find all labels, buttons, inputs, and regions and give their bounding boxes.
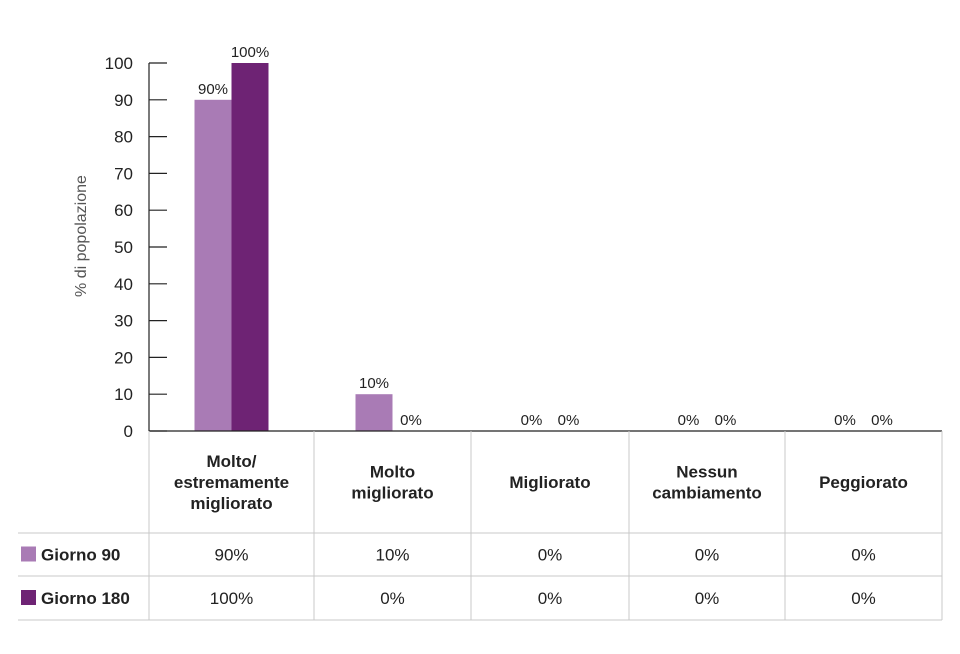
bar-data-label: 0% [871,412,893,429]
table-cell: 0% [538,546,563,565]
legend-label: Giorno 180 [41,589,130,608]
y-tick-label: 50 [114,238,133,257]
y-tick-label: 30 [114,312,133,331]
bar-data-label: 90% [198,81,228,98]
y-tick-label: 40 [114,275,133,294]
legend-swatch [21,546,36,562]
table-cell: 0% [538,589,563,608]
bar-data-label: 100% [231,44,269,61]
legend-label: Giorno 90 [41,546,120,565]
y-tick-label: 80 [114,128,133,147]
y-tick-label: 10 [114,385,133,404]
legend-swatch [21,590,36,605]
bar-data-label: 0% [400,412,422,429]
data-table: Molto/estremamente migliorato Molto miglior… [18,430,943,621]
table-cell: 90% [214,546,248,565]
bar-data-label: 10% [359,375,389,392]
category-label: Peggiorato [819,473,908,492]
y-tick-label: 60 [114,201,133,220]
bar-giorno-90 [194,99,232,432]
category-label: Nessun cambiamento [652,463,762,503]
category-label: Molto/estremamente migliorato [174,452,289,513]
bars: 90% 100% 10% 0% 0% 0% 0% 0% 0% 0% [194,44,893,432]
bar-data-label: 0% [834,412,856,429]
bar-giorno-180 [231,63,269,431]
table-cell: 10% [375,546,409,565]
bar-data-label: 0% [678,412,700,429]
bar-data-label: 0% [558,412,580,429]
table-cell: 0% [851,546,876,565]
table-cell: 0% [380,589,405,608]
y-tick-label: 90 [114,91,133,110]
table-cell: 0% [695,546,720,565]
y-tick-label: 0 [124,422,133,441]
y-tick-label: 20 [114,348,133,367]
y-axis-label: % di popolazione [73,175,90,297]
table-cell: 100% [210,589,253,608]
y-tick-label: 70 [114,164,133,183]
bar-data-label: 0% [521,412,543,429]
category-label: Molto migliorato [351,463,433,503]
y-tick-label: 100 [105,54,133,73]
bar-data-label: 0% [715,412,737,429]
category-label: Migliorato [509,473,590,492]
bar-giorno-90 [355,394,393,431]
table-cell: 0% [695,589,720,608]
y-axis: 0 10 20 30 40 50 60 70 80 90 100 [105,54,167,441]
table-cell: 0% [851,589,876,608]
